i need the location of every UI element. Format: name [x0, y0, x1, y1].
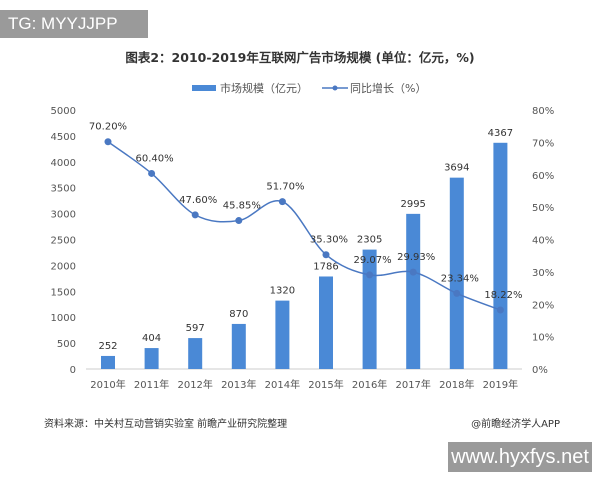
- left-tick-label: 3000: [51, 210, 76, 221]
- x-tick-label: 2014年: [265, 378, 300, 391]
- line-value-label: 70.20%: [89, 122, 127, 133]
- bar-value-label: 404: [142, 333, 161, 344]
- x-tick-label: 2015年: [308, 378, 343, 391]
- line-point: [453, 289, 461, 297]
- left-tick-label: 1000: [51, 313, 76, 324]
- line-point: [409, 268, 417, 276]
- left-tick-label: 500: [57, 339, 76, 350]
- line-point: [235, 217, 243, 225]
- bar: [275, 300, 290, 369]
- bar-value-label: 252: [98, 341, 117, 352]
- legend-bar-label: 市场规模（亿元）: [220, 81, 308, 95]
- bar: [406, 213, 421, 369]
- watermark-bottom: www.hyxfys.net: [448, 442, 592, 472]
- bar-value-label: 1320: [270, 286, 295, 297]
- x-tick-label: 2013年: [221, 378, 256, 391]
- line-point: [104, 138, 112, 146]
- bar: [449, 177, 464, 369]
- line-point: [366, 271, 374, 279]
- left-tick-label: 1500: [51, 287, 76, 298]
- line-value-label: 35.30%: [310, 235, 348, 246]
- bar-value-label: 2995: [400, 199, 425, 210]
- legend-line-marker: [332, 85, 338, 91]
- growth-line: [107, 141, 501, 311]
- bar-value-label: 2305: [357, 235, 382, 246]
- left-tick-label: 5000: [51, 106, 76, 117]
- source-note: 资料来源：中关村互动营销实验室 前瞻产业研究院整理: [44, 417, 287, 430]
- bar-value-label: 3694: [444, 163, 469, 174]
- line-value-label: 29.93%: [397, 252, 435, 263]
- line-value-label: 45.85%: [223, 201, 261, 212]
- right-tick-label: 80%: [532, 106, 554, 117]
- bar-value-label: 870: [229, 309, 248, 320]
- right-axis: 0% 10% 20% 30% 40% 50% 60% 70% 80%: [532, 106, 554, 376]
- bar-value-label: 4367: [488, 128, 513, 139]
- line-point: [322, 251, 330, 259]
- x-tick-label: 2012年: [177, 378, 212, 391]
- line-value-label: 23.34%: [441, 273, 479, 284]
- x-tick-label: 2010年: [90, 378, 125, 391]
- line-value-label: 51.70%: [266, 182, 304, 193]
- bar: [231, 323, 246, 369]
- line-points: 70.20% 60.40% 47.60% 45.85% 51.70% 35.30% 29.0…: [89, 122, 522, 314]
- bar: [493, 142, 508, 369]
- line-point: [496, 306, 504, 314]
- bar-value-label: 597: [186, 323, 205, 334]
- right-tick-label: 50%: [532, 203, 554, 214]
- x-tick-label: 2017年: [395, 378, 430, 391]
- left-tick-label: 2000: [51, 261, 76, 272]
- line-point: [191, 211, 199, 219]
- bars: 252 404 597 870 1320 1786 2305 2995 3694 4367: [98, 128, 513, 369]
- right-tick-label: 40%: [532, 236, 554, 247]
- line-value-label: 60.40%: [136, 153, 174, 164]
- left-tick-label: 4500: [51, 132, 76, 143]
- x-tick-label: 2011年: [134, 378, 169, 391]
- left-tick-label: 3500: [51, 184, 76, 195]
- chart-title: 图表2：2010-2019年互联网广告市场规模 (单位：亿元，%): [125, 50, 474, 65]
- watermark-top: TG: MYYJJPP: [0, 10, 148, 38]
- left-axis: 0 500 1000 1500 2000 2500 3000 3500 4000 4500 5000: [51, 106, 76, 376]
- line-value-label: 47.60%: [179, 195, 217, 206]
- x-tick-label: 2016年: [352, 378, 387, 391]
- legend-bar-swatch: [192, 85, 216, 91]
- left-tick-label: 0: [70, 365, 76, 376]
- credit-note: @前瞻经济学人APP: [471, 417, 560, 430]
- x-tick-label: 2018年: [439, 378, 474, 391]
- legend: 市场规模（亿元） 同比增长（%）: [192, 81, 426, 95]
- right-tick-label: 60%: [532, 171, 554, 182]
- line-value-label: 18.22%: [484, 290, 522, 301]
- x-axis: 2010年 2011年 2012年 2013年 2014年 2015年 2016年 2017年…: [90, 378, 518, 391]
- bar-value-label: 1786: [313, 261, 338, 272]
- line-point: [148, 169, 156, 177]
- bar: [319, 276, 333, 369]
- right-tick-label: 30%: [532, 268, 554, 279]
- bar: [144, 348, 159, 369]
- line-point: [278, 198, 286, 206]
- line-value-label: 29.07%: [354, 255, 392, 266]
- right-tick-label: 20%: [532, 300, 554, 311]
- bar: [188, 338, 203, 369]
- x-tick-label: 2019年: [483, 378, 518, 391]
- bar: [362, 249, 377, 369]
- bar: [101, 355, 115, 369]
- right-tick-label: 0%: [532, 365, 548, 376]
- left-tick-label: 4000: [51, 158, 76, 169]
- left-tick-label: 2500: [51, 236, 76, 247]
- legend-line-label: 同比增长（%）: [350, 81, 426, 95]
- right-tick-label: 70%: [532, 138, 554, 149]
- right-tick-label: 10%: [532, 333, 554, 344]
